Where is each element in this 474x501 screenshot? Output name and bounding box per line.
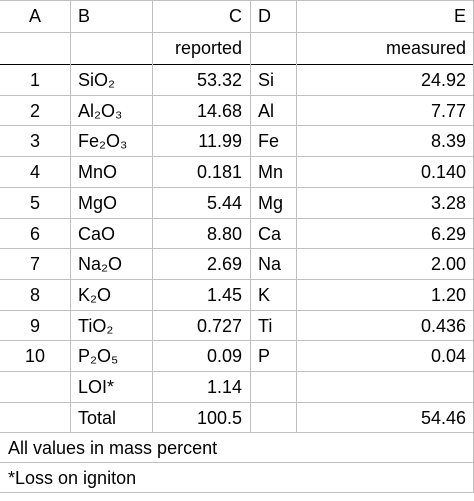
cell-text: 2 — [29, 100, 40, 121]
cell-text: 0.09 — [206, 346, 242, 367]
row-line — [0, 371, 474, 372]
cell-text: Mn — [258, 162, 284, 183]
cell-text: SiO₂ — [78, 70, 115, 90]
cell-text: 24.92 — [420, 70, 466, 90]
cell-text: 54.46 — [420, 407, 466, 428]
cell-text: K₂O — [78, 284, 111, 305]
cell-text: 100.5 — [196, 407, 242, 428]
column-header: A — [28, 6, 41, 26]
row-line — [0, 156, 474, 158]
cell-text: Na₂O — [78, 254, 122, 275]
cell-text: K — [258, 284, 271, 305]
cell-text: 1 — [29, 70, 40, 90]
cell-text: 1.14 — [206, 377, 242, 397]
cell-text: 3.28 — [430, 192, 466, 213]
row-line — [0, 125, 474, 127]
col-line — [152, 0, 153, 433]
cell-text: 7.77 — [430, 100, 466, 121]
cell-text: 0.727 — [196, 315, 242, 336]
col-line — [296, 0, 297, 433]
cell-text: 1.45 — [206, 284, 242, 305]
cell-text: Mg — [258, 192, 284, 213]
cell-text: Al₂O₃ — [78, 100, 123, 121]
row-line — [0, 32, 474, 33]
cell-text: Al — [258, 100, 275, 121]
cell-text: Si — [258, 70, 275, 90]
cell-text: 14.68 — [196, 100, 242, 121]
cell-text: 8.39 — [430, 131, 466, 152]
cell-text: 8 — [29, 284, 40, 305]
cell-text: 1.20 — [430, 284, 466, 305]
cell-text: 6 — [29, 223, 40, 244]
row-line — [0, 217, 474, 219]
row-line — [0, 462, 474, 464]
cell-text: 10 — [24, 346, 46, 367]
column-header: E — [453, 6, 466, 26]
column-header: B — [78, 6, 91, 26]
cell-text: 4 — [29, 162, 40, 183]
col-line — [70, 0, 71, 433]
column-header: D — [258, 6, 271, 26]
cell-text: MgO — [78, 192, 118, 213]
column-subheader: measured — [385, 38, 466, 58]
column-header: C — [229, 6, 242, 26]
cell-text: 0.436 — [420, 315, 466, 336]
cell-text: P — [258, 346, 271, 367]
cell-text: 0.04 — [430, 346, 466, 367]
cell-text: Ca — [258, 223, 282, 244]
cell-text: 5.44 — [206, 192, 242, 213]
cell-text: 7 — [29, 254, 40, 275]
cell-text: Fe₂O₃ — [78, 131, 128, 152]
row-line — [0, 186, 474, 188]
cell-text: 9 — [29, 315, 40, 336]
cell-text: 8.80 — [206, 223, 242, 244]
row-line — [0, 94, 474, 96]
cell-text: 0.140 — [420, 162, 466, 183]
note: All values in mass percent — [8, 438, 218, 459]
row-line — [0, 492, 474, 494]
row-line — [0, 248, 474, 250]
cell-text: MnO — [78, 162, 118, 183]
cell-text: Total — [78, 407, 117, 428]
row-line — [0, 340, 474, 342]
cell-text: 0.181 — [196, 162, 242, 183]
cell-text: TiO₂ — [78, 315, 114, 336]
note: *Loss on igniton — [8, 468, 137, 489]
row-line — [0, 0, 474, 1]
cell-text: 6.29 — [430, 223, 466, 244]
cell-text: Na — [258, 254, 282, 275]
cell-text: 53.32 — [196, 70, 242, 90]
row-line — [0, 432, 474, 434]
cell-text: 2.69 — [206, 254, 242, 275]
cell-text: CaO — [78, 223, 116, 244]
cell-text: P₂O₅ — [78, 346, 119, 367]
cell-text: Ti — [258, 315, 273, 336]
col-line — [250, 0, 251, 433]
row-line — [0, 401, 474, 403]
cell-text: 5 — [29, 192, 40, 213]
column-subheader: reported — [174, 38, 242, 58]
row-line — [0, 64, 474, 65]
cell-text: 2.00 — [430, 254, 466, 275]
row-line — [0, 278, 474, 280]
cell-text: Fe — [258, 131, 280, 152]
cell-text: 11.99 — [198, 131, 242, 152]
cell-text: LOI* — [78, 377, 115, 397]
cell-text: 3 — [29, 131, 40, 152]
row-line — [0, 309, 474, 311]
